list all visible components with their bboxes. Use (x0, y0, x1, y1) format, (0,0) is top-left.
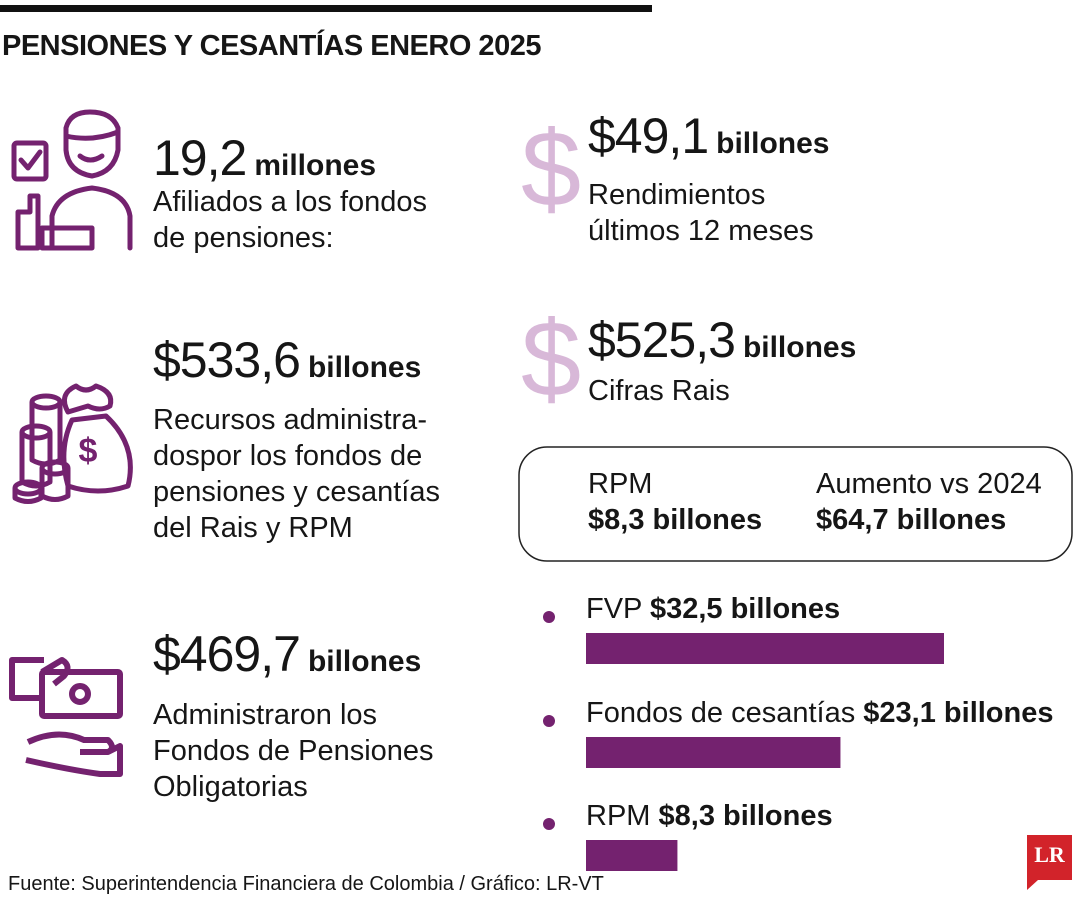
stat-unit: millones (254, 149, 377, 182)
stat-figure: $525,3 (588, 312, 736, 368)
description-line: Cifras Rais (588, 375, 730, 407)
dollar-sign: $ (521, 108, 581, 229)
bar-value-label: $23,1 billones (863, 697, 1054, 729)
stat-figure: $469,7 (153, 626, 301, 682)
stat-headline: $533,6 billones (153, 332, 421, 388)
description-line: Administraron los (153, 699, 378, 731)
box-value: $8,3 billones (588, 504, 763, 536)
description-line: Recursos administra- (153, 404, 427, 436)
stat: $525,3 billones Cifras Rais (588, 312, 856, 407)
bar-label: FVP $32,5 billones (586, 593, 840, 626)
stat-headline: $525,3 billones (588, 312, 856, 368)
stat: $533,6 billones Recursos administra-dospor… (153, 332, 440, 544)
hand-icon (9, 657, 123, 777)
box-label: RPM (588, 468, 653, 500)
top-rule (0, 5, 652, 12)
source: Fuente: Superintendencia Financiera de C… (8, 873, 604, 895)
stat-headline: $469,7 billones (153, 626, 421, 682)
stat-description: Recursos administra-dospor los fondos de… (153, 402, 440, 546)
description-line: del Rais y RPM (153, 512, 353, 544)
bar (586, 633, 944, 664)
description-line: de pensiones: (153, 222, 334, 254)
stat-description: Rendimientos últimos 12 meses (588, 177, 814, 249)
bullet (543, 715, 555, 727)
bar-category: FVP (586, 593, 642, 625)
description-line: pensiones y cesantías (153, 476, 440, 508)
bullet (543, 818, 555, 830)
box-value: $64,7 billones (816, 504, 1007, 536)
box-item: RPM $8,3 billones (588, 466, 762, 538)
description-line: Rendimientos (588, 179, 766, 211)
bar-category: Fondos de cesantías (586, 697, 856, 729)
bar-label: Fondos de cesantías $23,1 billones (586, 697, 1054, 730)
stat: 19,2 millones Afiliados a los fondos de pen… (153, 130, 427, 254)
stat-figure: $49,1 (588, 108, 709, 164)
stat-figure: 19,2 (153, 130, 247, 186)
bar (586, 737, 841, 768)
description-line: Fondos de Pensiones (153, 735, 434, 767)
logo: LR (1034, 842, 1065, 867)
stat-description: Administraron los Fondos de Pensiones Obli… (153, 697, 434, 805)
description-line: Obligatorias (153, 771, 308, 803)
stat-unit: billones (716, 127, 830, 160)
box-item: Aumento vs 2024 $64,7 billones (816, 466, 1042, 538)
stat: $49,1 billones Rendimientos últimos 12 mese… (588, 108, 829, 247)
money-bag-icon (12, 383, 133, 504)
description-line: dospor los fondos de (153, 440, 423, 472)
logo-badge (1027, 835, 1072, 890)
dollar-glyph: $ (79, 432, 98, 470)
title: PENSIONES Y CESANTÍAS ENERO 2025 (2, 30, 541, 62)
stat: $469,7 billones Administraron los Fondos de… (153, 626, 434, 803)
summary-box (518, 446, 1073, 562)
stat-unit: billones (307, 645, 422, 678)
stat-description: Cifras Rais (588, 373, 730, 409)
bar-value-label: $32,5 billones (649, 593, 841, 625)
description-line: Afiliados a los fondos (153, 186, 428, 218)
bar-label: RPM $8,3 billones (586, 800, 833, 833)
stat-headline: $49,1 billones (588, 108, 829, 164)
stat-headline: 19,2 millones (153, 130, 376, 186)
stat-unit: billones (307, 351, 422, 384)
bar-value-label: $8,3 billones (658, 800, 833, 832)
bar (586, 840, 678, 871)
bar-category: RPM (586, 800, 651, 832)
stat-figure: $533,6 (153, 332, 301, 388)
person-icon (11, 109, 133, 251)
stat-description: Afiliados a los fondos de pensiones: (153, 184, 427, 256)
dollar-sign: $ (521, 298, 581, 419)
description-line: últimos 12 meses (588, 215, 814, 247)
stat-unit: billones (742, 331, 857, 364)
bullet (543, 611, 555, 623)
box-label: Aumento vs 2024 (816, 468, 1042, 500)
